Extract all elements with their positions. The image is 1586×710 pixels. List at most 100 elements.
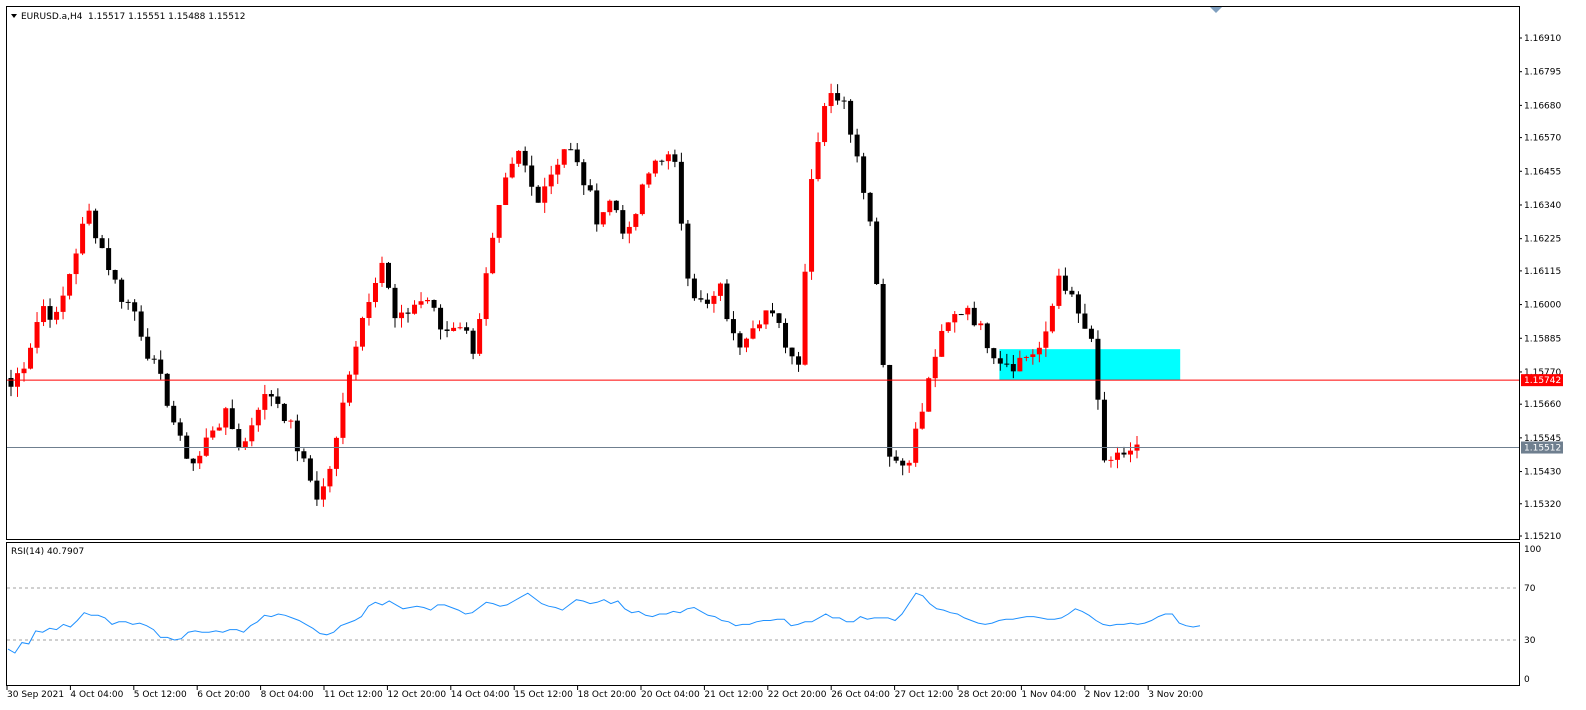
candle-bull (333, 437, 339, 469)
candle-bear (1088, 328, 1094, 339)
rsi-line (7, 592, 1201, 654)
x-tick-label: 8 Oct 04:00 (261, 690, 314, 700)
x-tick-label: 28 Oct 20:00 (958, 690, 1017, 700)
candle-bear (386, 262, 391, 288)
candle-bear (789, 347, 795, 357)
candle-bull (542, 186, 548, 203)
y-tick-label: 1.16225 (1524, 235, 1561, 245)
candle-bull (288, 420, 294, 422)
x-tick-label: 12 Oct 20:00 (387, 690, 446, 700)
price-lines-layer: 1.15742 1.15512 (7, 374, 1563, 454)
candle-bear (620, 210, 626, 234)
candle-bear (138, 311, 144, 337)
candle-bear (438, 307, 444, 330)
x-tick-label: 4 Oct 04:00 (70, 690, 123, 700)
price-line-tag (1521, 374, 1563, 387)
candle-bull (34, 322, 40, 348)
x-tick-label: 11 Oct 12:00 (324, 690, 383, 700)
candle-bull (1049, 305, 1055, 332)
candle-bull (418, 301, 424, 305)
candle-bull (60, 295, 66, 312)
candle-bear (132, 302, 138, 312)
candle-bull (477, 319, 483, 354)
candle-bear (581, 162, 587, 186)
candle-bear (229, 408, 235, 430)
candle-bull (425, 299, 431, 302)
candle-bull (743, 338, 749, 348)
candle-bear (470, 330, 476, 354)
candle-bull (327, 468, 333, 487)
candle-bear (568, 149, 574, 151)
candle-bull (21, 368, 27, 374)
candle-bull (802, 271, 808, 365)
candle-bull (67, 274, 73, 296)
candle-bear (730, 319, 736, 334)
candle-bear (861, 156, 867, 193)
candle-bear (880, 284, 886, 365)
candle-bear (1075, 294, 1081, 314)
candle-bull (210, 430, 216, 438)
x-tick-label: 20 Oct 04:00 (641, 690, 700, 700)
candle-bear (991, 348, 997, 359)
rsi-label: RSI(14) 40.7907 (11, 547, 84, 557)
candle-bull (607, 200, 613, 213)
candle-bull (197, 455, 203, 464)
candle-bull (561, 149, 567, 165)
candle-bear (776, 313, 782, 323)
candle-bear (281, 403, 287, 422)
candle-bear (1062, 275, 1068, 291)
candle-bear (145, 336, 151, 359)
candle-bear (106, 248, 112, 271)
candle-bull (372, 282, 378, 303)
candle-bull (249, 425, 255, 442)
collapse-arrow-icon[interactable] (11, 14, 17, 18)
candle-bear (93, 210, 99, 239)
candle-bear (1095, 338, 1101, 400)
shift-marker-icon[interactable] (1210, 7, 1222, 13)
candle-bull (320, 486, 326, 500)
candle-bear (672, 154, 678, 162)
candle-bear (594, 190, 600, 225)
x-tick-label: 5 Oct 12:00 (134, 690, 187, 700)
candle-bear (724, 283, 730, 320)
price-line-label: 1.15742 (1524, 376, 1561, 386)
candle-bear (47, 306, 53, 320)
candle-bear (119, 279, 125, 302)
candle-bull (223, 408, 229, 428)
y-tick-label: 1.15660 (1524, 400, 1561, 410)
rsi-tick-label: 0 (1524, 675, 1530, 685)
candle-bull (665, 154, 671, 162)
candle-bear (900, 460, 906, 466)
candle-bull (1030, 354, 1036, 357)
rsi-tick-label: 70 (1524, 584, 1536, 594)
candle-bear (613, 200, 619, 211)
candle-bear (698, 298, 704, 300)
candle-bear (574, 149, 580, 163)
candle-bear (177, 422, 183, 436)
candle-bear (691, 278, 697, 299)
candle-bear (887, 364, 893, 457)
candle-bear (190, 458, 196, 464)
candle-bear (8, 377, 14, 387)
candle-bull (516, 150, 522, 164)
candle-bear (464, 327, 470, 331)
support-zone[interactable] (999, 349, 1181, 381)
candle-bear (522, 150, 528, 166)
candle-bear (796, 356, 802, 365)
candle-bull (379, 262, 385, 283)
candle-bull (1108, 459, 1114, 461)
candle-bull (1023, 356, 1029, 358)
candle-bull (952, 314, 958, 323)
rsi-axis: 100 70 30 0 (1524, 545, 1541, 685)
candle-bear (678, 161, 684, 224)
candle-bear (314, 480, 320, 500)
candle-bear (971, 307, 977, 326)
candle-bear (275, 396, 281, 404)
candle-bull (73, 253, 79, 275)
price-line-label: 1.15512 (1524, 444, 1561, 454)
candles-layer (8, 83, 1140, 507)
price-axis: 1.16910 1.16795 1.16680 1.16570 1.16455 1.163… (1519, 34, 1561, 542)
candle-bear (158, 359, 164, 374)
candle-bear (874, 221, 880, 285)
candle-bear (171, 405, 177, 423)
